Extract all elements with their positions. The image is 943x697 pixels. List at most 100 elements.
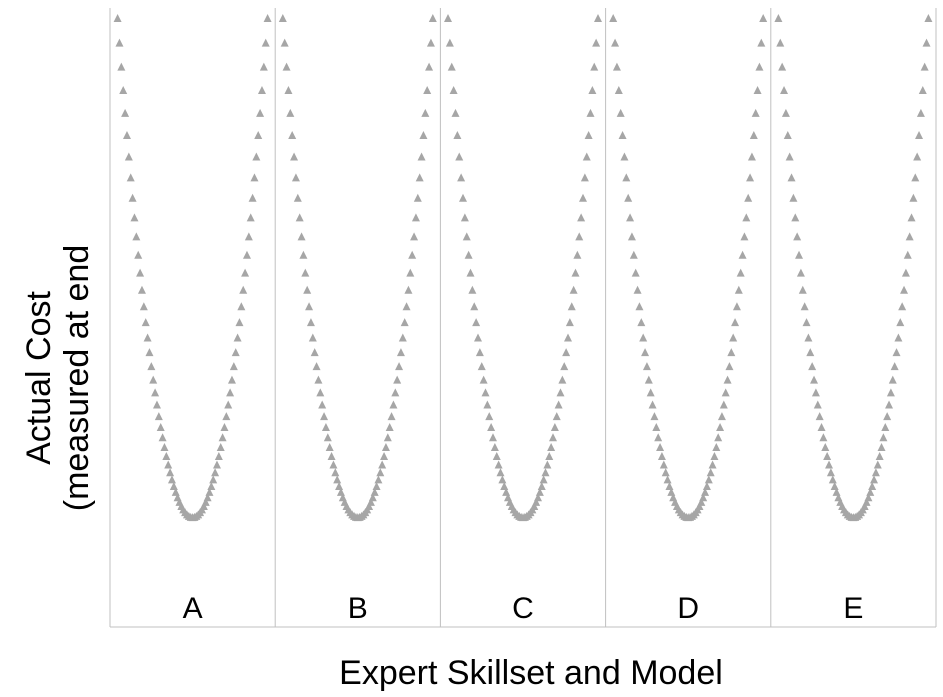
- data-point-marker: [721, 388, 730, 397]
- data-point-marker: [496, 468, 505, 477]
- data-point-marker: [451, 108, 460, 117]
- data-point-marker: [237, 302, 246, 311]
- data-point-marker: [624, 193, 633, 202]
- data-point-marker: [742, 213, 751, 222]
- data-point-marker: [297, 232, 306, 241]
- data-point-marker: [886, 388, 895, 397]
- data-point-marker: [712, 442, 721, 451]
- data-point-marker: [530, 501, 539, 510]
- data-point-marker: [648, 400, 657, 409]
- data-point-marker: [727, 348, 736, 357]
- data-point-marker: [117, 62, 126, 71]
- data-point-marker: [550, 423, 559, 432]
- data-point-marker: [201, 497, 210, 506]
- data-point-marker: [620, 152, 629, 161]
- data-point-marker: [320, 412, 329, 421]
- data-point-marker: [134, 250, 143, 259]
- data-point-marker: [909, 193, 918, 202]
- data-point-marker: [736, 268, 745, 277]
- data-point-marker: [631, 268, 640, 277]
- data-point-marker: [494, 460, 503, 469]
- data-point-marker: [387, 412, 396, 421]
- data-point-marker: [229, 362, 238, 371]
- data-point-marker: [734, 285, 743, 294]
- data-point-marker: [282, 62, 291, 71]
- data-point-marker: [428, 13, 437, 22]
- data-point-marker: [644, 375, 653, 384]
- data-point-marker: [646, 388, 655, 397]
- data-point-marker: [132, 232, 141, 241]
- data-point-marker: [545, 452, 554, 461]
- data-point-marker: [378, 460, 387, 469]
- data-point-marker: [751, 108, 760, 117]
- data-point-marker: [464, 250, 473, 259]
- data-point-marker: [725, 362, 734, 371]
- data-point-marker: [661, 468, 670, 477]
- data-point-marker: [918, 86, 927, 95]
- data-point-marker: [747, 152, 756, 161]
- data-point-marker: [567, 302, 576, 311]
- data-point-marker: [665, 481, 674, 490]
- data-point-marker: [716, 423, 725, 432]
- data-point-marker: [532, 497, 541, 506]
- data-point-marker: [115, 38, 124, 47]
- data-point-marker: [154, 412, 163, 421]
- data-point-marker: [479, 375, 488, 384]
- data-point-marker: [167, 475, 176, 484]
- data-point-marker: [136, 268, 145, 277]
- x-axis-title: Expert Skillset and Model: [339, 654, 723, 692]
- data-point-marker: [460, 213, 469, 222]
- data-point-marker: [883, 412, 892, 421]
- data-point-marker: [571, 268, 580, 277]
- data-point-marker: [141, 318, 150, 327]
- data-point-marker: [385, 423, 394, 432]
- data-point-marker: [746, 173, 755, 182]
- data-point-marker: [158, 433, 167, 442]
- data-point-marker: [483, 400, 492, 409]
- data-point-marker: [408, 250, 417, 259]
- data-point-marker: [875, 452, 884, 461]
- data-point-marker: [278, 13, 287, 22]
- data-point-marker: [535, 487, 544, 496]
- data-point-marker: [826, 468, 835, 477]
- data-point-marker: [139, 302, 148, 311]
- data-point-marker: [808, 362, 817, 371]
- data-point-marker: [900, 285, 909, 294]
- data-point-marker: [209, 475, 218, 484]
- panel-label-c: C: [512, 592, 534, 625]
- data-point-marker: [796, 268, 805, 277]
- data-point-marker: [811, 388, 820, 397]
- data-point-marker: [218, 433, 227, 442]
- data-point-marker: [244, 232, 253, 241]
- data-point-marker: [122, 130, 131, 139]
- panel-label-b: B: [348, 592, 368, 625]
- data-point-marker: [252, 152, 261, 161]
- data-point-marker: [699, 493, 708, 502]
- data-point-marker: [738, 250, 747, 259]
- data-point-marker: [472, 318, 481, 327]
- data-point-marker: [400, 318, 409, 327]
- data-point-marker: [372, 481, 381, 490]
- data-point-marker: [821, 442, 830, 451]
- data-point-marker: [697, 497, 706, 506]
- data-point-marker: [119, 86, 128, 95]
- data-point-marker: [474, 333, 482, 342]
- data-point-marker: [637, 318, 646, 327]
- data-point-marker: [781, 108, 790, 117]
- data-point-marker: [554, 400, 563, 409]
- data-point-marker: [417, 152, 426, 161]
- data-point-marker: [241, 268, 250, 277]
- data-point-marker: [389, 400, 398, 409]
- data-point-marker: [445, 38, 454, 47]
- data-point-marker: [487, 423, 496, 432]
- data-point-marker: [783, 130, 792, 139]
- data-point-marker: [492, 452, 501, 461]
- data-point-marker: [868, 481, 877, 490]
- data-point-marker: [318, 400, 327, 409]
- data-point-marker: [898, 302, 907, 311]
- data-point-marker: [323, 433, 332, 442]
- data-point-marker: [584, 130, 593, 139]
- data-point-marker: [885, 400, 894, 409]
- data-point-marker: [327, 452, 336, 461]
